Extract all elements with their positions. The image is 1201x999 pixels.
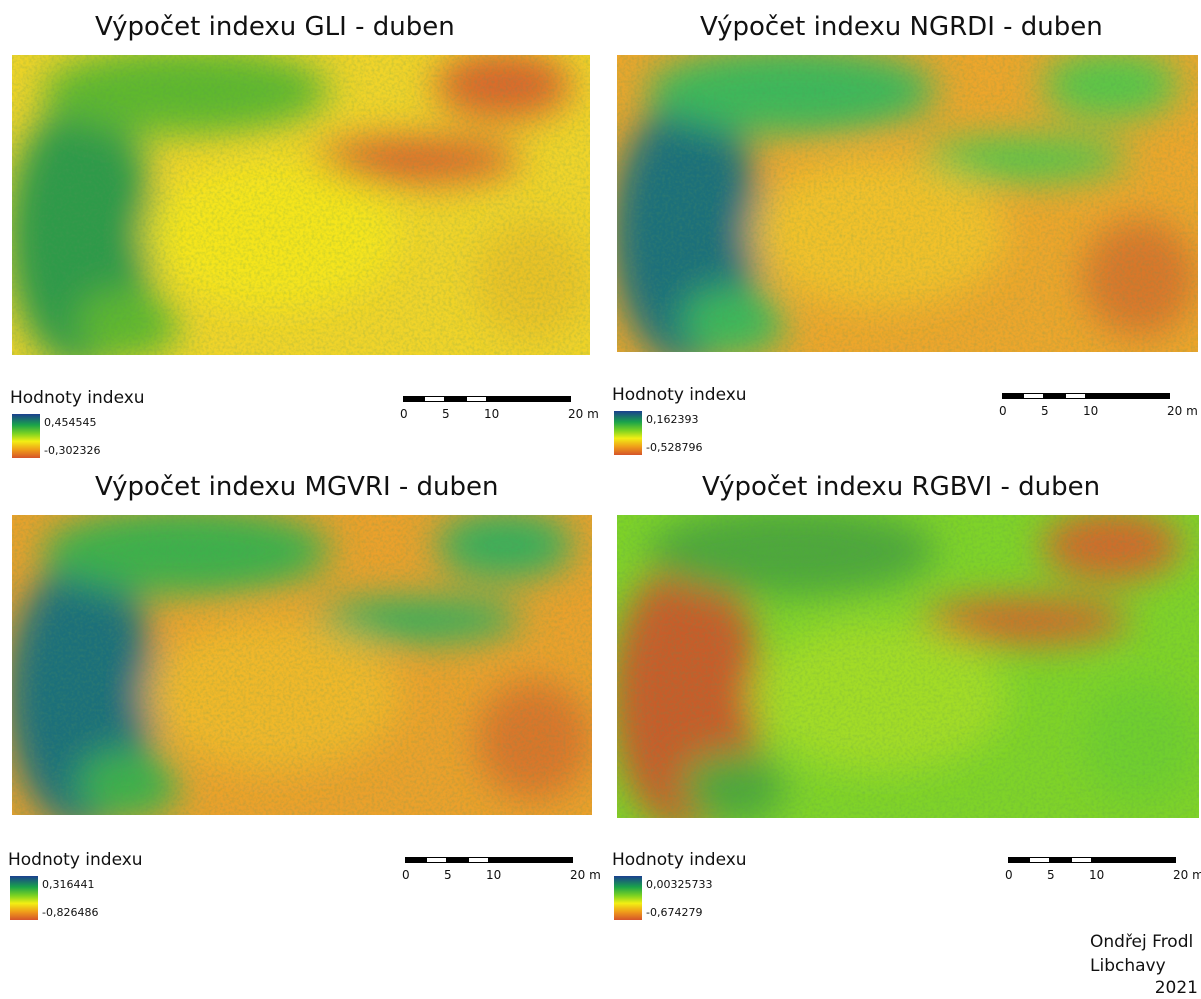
legend-ramp (12, 414, 40, 458)
scale-bar-segment (405, 857, 426, 863)
map-image (12, 55, 590, 355)
scale-bar-segment (489, 857, 573, 863)
scale-label: 20 m (1173, 868, 1201, 882)
scale-label: 5 (444, 868, 452, 882)
scale-bar-segment (1044, 393, 1065, 399)
scale-label: 0 (999, 404, 1007, 418)
scale-bar-segment (1002, 393, 1023, 399)
scale-bar-segment (466, 396, 487, 402)
scale-label: 10 (486, 868, 501, 882)
scale-label: 20 m (570, 868, 601, 882)
panel-title: Výpočet indexu MGVRI - duben (95, 472, 498, 502)
legend-min: -0,528796 (646, 441, 702, 454)
legend-min: -0,302326 (44, 444, 100, 457)
scale-label: 10 (484, 407, 499, 421)
legend-title: Hodnoty indexu (612, 850, 747, 870)
author-name: Ondřej Frodl (1090, 932, 1193, 952)
scale-bar-segment (1086, 393, 1170, 399)
page: Výpočet indexu GLI - duben Hodnoty indexu… (0, 0, 1201, 999)
scale-bar-segment (1071, 857, 1092, 863)
scale-bar-segment (1008, 857, 1029, 863)
scale-bar-segment (1023, 393, 1044, 399)
legend-title: Hodnoty indexu (8, 850, 143, 870)
legend-ramp (614, 876, 642, 920)
map-image (617, 515, 1199, 818)
scale-bar-segment (403, 396, 424, 402)
legend-min: -0,826486 (42, 906, 98, 919)
legend-title: Hodnoty indexu (10, 388, 145, 408)
legend-max: 0,316441 (42, 878, 95, 891)
scale-bar-segment (487, 396, 571, 402)
scale-label: 5 (1041, 404, 1049, 418)
scale-bar-segment (1065, 393, 1086, 399)
scale-label: 0 (400, 407, 408, 421)
legend-ramp (10, 876, 38, 920)
scale-bar-segment (1050, 857, 1071, 863)
author-year: 2021 (1155, 978, 1198, 998)
legend-max: 0,454545 (44, 416, 97, 429)
panel-title: Výpočet indexu NGRDI - duben (700, 12, 1103, 42)
map-image (12, 515, 592, 815)
legend-max: 0,162393 (646, 413, 699, 426)
scale-label: 10 (1083, 404, 1098, 418)
scale-bar-segment (424, 396, 445, 402)
legend-title: Hodnoty indexu (612, 385, 747, 405)
scale-label: 0 (402, 868, 410, 882)
scale-bar-segment (1029, 857, 1050, 863)
scale-label: 20 m (568, 407, 599, 421)
map-image (617, 55, 1198, 352)
scale-label: 20 m (1167, 404, 1198, 418)
scale-label: 5 (442, 407, 450, 421)
scale-bar-segment (426, 857, 447, 863)
legend-ramp (614, 411, 642, 455)
scale-bar-segment (1092, 857, 1176, 863)
legend-max: 0,00325733 (646, 878, 712, 891)
scale-label: 10 (1089, 868, 1104, 882)
author-place: Libchavy (1090, 956, 1166, 976)
scale-bar-segment (447, 857, 468, 863)
panel-title: Výpočet indexu RGBVI - duben (702, 472, 1100, 502)
scale-label: 0 (1005, 868, 1013, 882)
legend-min: -0,674279 (646, 906, 702, 919)
panel-title: Výpočet indexu GLI - duben (95, 12, 455, 42)
scale-bar-segment (468, 857, 489, 863)
scale-label: 5 (1047, 868, 1055, 882)
scale-bar-segment (445, 396, 466, 402)
